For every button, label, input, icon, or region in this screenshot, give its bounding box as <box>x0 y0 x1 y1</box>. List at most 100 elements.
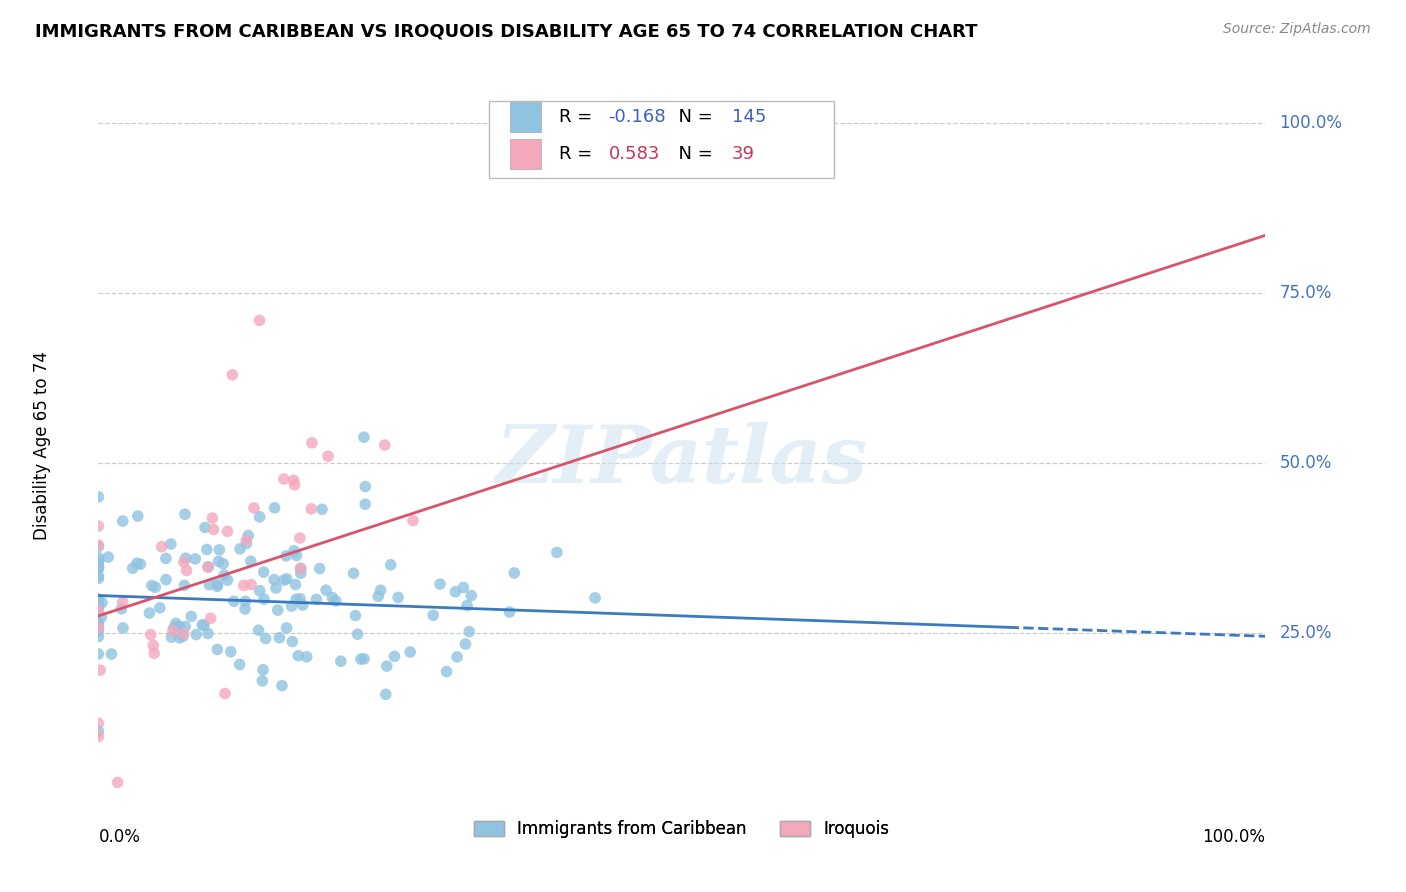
Point <box>583 591 606 605</box>
Point <box>184 552 207 566</box>
Text: 50.0%: 50.0% <box>1279 454 1331 472</box>
Point <box>402 514 425 528</box>
Point <box>202 523 225 537</box>
Point <box>375 659 398 673</box>
Point <box>252 673 274 688</box>
Point <box>232 578 254 592</box>
Text: 100.0%: 100.0% <box>1279 114 1343 132</box>
Point <box>162 624 184 638</box>
Text: R =: R = <box>560 108 599 126</box>
Point <box>169 620 191 634</box>
Point <box>285 549 308 563</box>
Point <box>176 564 198 578</box>
Text: 100.0%: 100.0% <box>1202 828 1265 846</box>
Point <box>111 621 134 635</box>
Point <box>87 615 110 630</box>
Point <box>380 558 402 572</box>
Point <box>290 566 312 581</box>
Point <box>87 554 110 568</box>
Point <box>174 551 197 566</box>
Point <box>311 502 333 516</box>
Point <box>458 624 481 639</box>
Point <box>87 630 110 644</box>
Point <box>87 647 110 661</box>
Text: 75.0%: 75.0% <box>1279 284 1331 302</box>
Point <box>87 560 110 574</box>
Point <box>263 573 285 587</box>
Point <box>87 600 110 615</box>
Point <box>155 551 177 566</box>
Point <box>139 628 162 642</box>
Point <box>150 540 173 554</box>
Point <box>346 627 368 641</box>
Point <box>174 507 197 521</box>
Point <box>87 560 110 574</box>
Point <box>446 649 468 664</box>
Point <box>160 630 183 644</box>
Point <box>172 629 194 643</box>
Point <box>142 638 165 652</box>
Point <box>228 657 250 672</box>
Point <box>329 654 352 668</box>
Point <box>143 580 166 594</box>
Bar <box>489 102 834 178</box>
Point <box>87 724 110 739</box>
Point <box>169 631 191 645</box>
Text: 39: 39 <box>733 145 755 163</box>
Point <box>460 589 482 603</box>
Point <box>89 663 111 677</box>
Point <box>291 598 314 612</box>
Point <box>87 538 110 552</box>
Point <box>370 583 392 598</box>
Point <box>197 560 219 574</box>
Point <box>87 624 110 638</box>
Point <box>276 549 298 563</box>
Point <box>87 571 110 585</box>
Point <box>498 605 520 619</box>
Point <box>127 509 149 524</box>
Point <box>444 584 467 599</box>
Point <box>503 566 526 580</box>
Bar <box>510 139 541 169</box>
Point <box>87 599 110 613</box>
Point <box>155 573 177 587</box>
Point <box>253 592 276 607</box>
Point <box>87 519 110 533</box>
Point <box>374 687 396 701</box>
Text: -0.168: -0.168 <box>609 108 666 126</box>
Point <box>290 561 312 575</box>
Point <box>87 550 110 565</box>
Point <box>207 554 229 568</box>
Point <box>273 472 295 486</box>
Point <box>350 652 373 666</box>
Point <box>214 686 236 700</box>
Point <box>273 573 295 587</box>
Point <box>284 577 307 591</box>
Point <box>354 497 377 511</box>
Point <box>194 520 217 534</box>
Point <box>193 618 215 632</box>
Point <box>87 561 110 575</box>
Text: 0.0%: 0.0% <box>98 828 141 846</box>
Point <box>316 450 339 464</box>
Text: N =: N = <box>666 108 718 126</box>
Point <box>217 524 239 539</box>
Point <box>249 583 271 598</box>
Point <box>97 550 120 565</box>
Point <box>238 528 260 542</box>
Point <box>212 557 235 571</box>
Point <box>87 569 110 583</box>
Point <box>191 617 214 632</box>
Point <box>429 577 451 591</box>
Point <box>100 647 122 661</box>
Point <box>353 652 375 666</box>
Point <box>129 558 152 572</box>
Point <box>367 589 389 603</box>
Point <box>87 619 110 633</box>
Point <box>249 313 271 327</box>
Point <box>305 592 328 607</box>
Point <box>180 609 202 624</box>
Point <box>276 572 298 586</box>
Point <box>107 775 129 789</box>
Point <box>235 533 257 548</box>
